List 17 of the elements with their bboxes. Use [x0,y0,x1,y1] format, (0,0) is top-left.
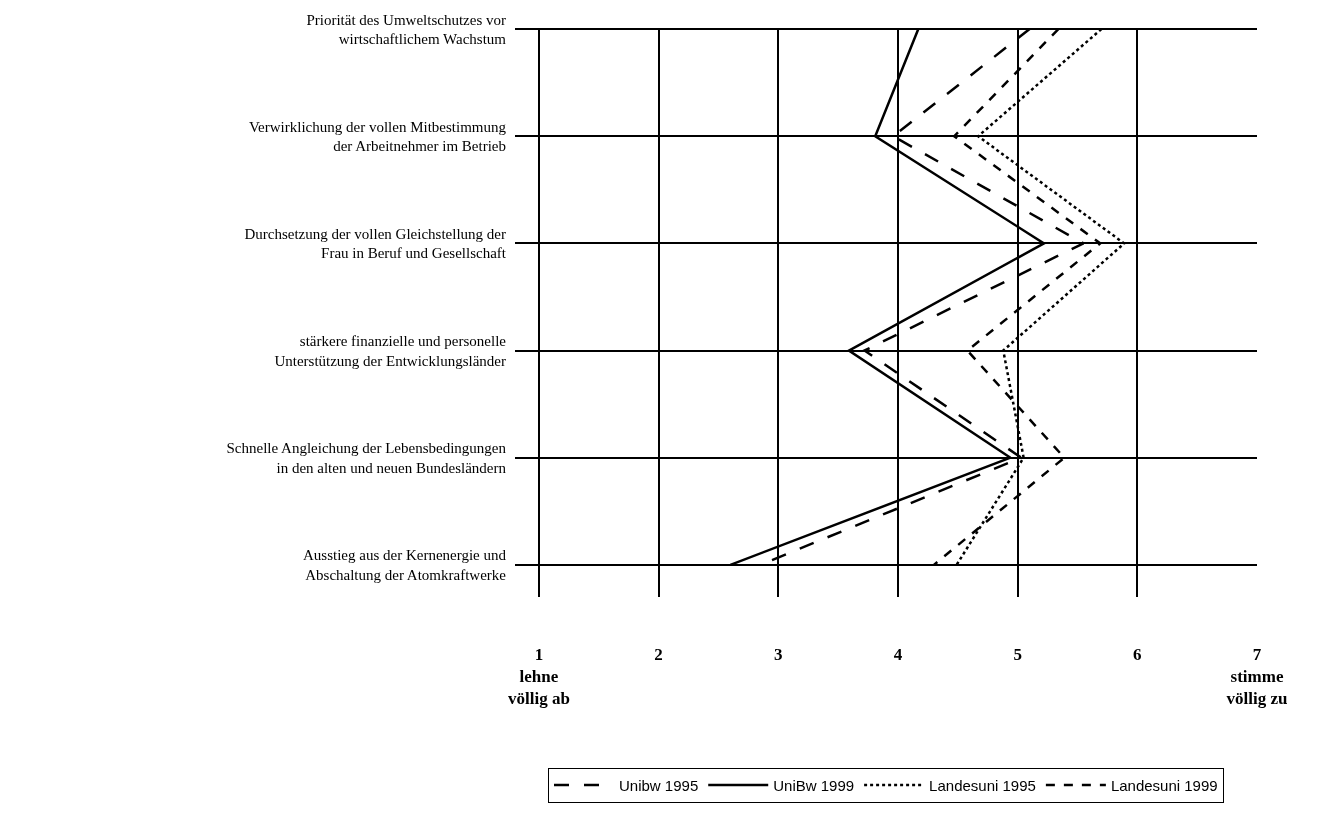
legend-label: Unibw 1995 [619,776,699,794]
x-tick-label: 2 [654,645,663,664]
y-tick-label: Durchsetzung der vollen Gleichstellung der Frau in Beruf und Gesellschaft [244,225,507,262]
y-tick-label: Schnelle Angleichung der Lebensbedingungen in den alten und neuen Bundesländern [226,440,507,476]
x-tick-label: 6 [1133,645,1142,664]
x-tick-label: 5 [1013,645,1022,664]
x-tick-label: 7 stimme völlig zu [1226,645,1288,709]
y-tick-label: Priorität des Umweltschutzes vor wirtschaftlichem Wachstum [306,11,507,48]
y-tick-label: Verwirklichung der vollen Mitbestimmung der Arbeitnehmer im Betrieb [248,118,507,155]
legend-label: UniBw 1999 [773,776,855,794]
legend-label: Landesuni 1995 [929,776,1036,794]
x-tick-label: 4 [893,645,903,664]
y-tick-label: Ausstieg aus der Kernenergie und Abschaltung der Atomkraftwerke [303,547,507,583]
legend-label: Landesuni 1999 [1110,776,1218,794]
x-tick-label: 3 [774,645,783,664]
y-tick-label: stärkere finanzielle und personelle Unterstützung der Entwicklungsländer [274,333,507,369]
x-tick-label: 1 lehne völlig ab [508,645,570,709]
